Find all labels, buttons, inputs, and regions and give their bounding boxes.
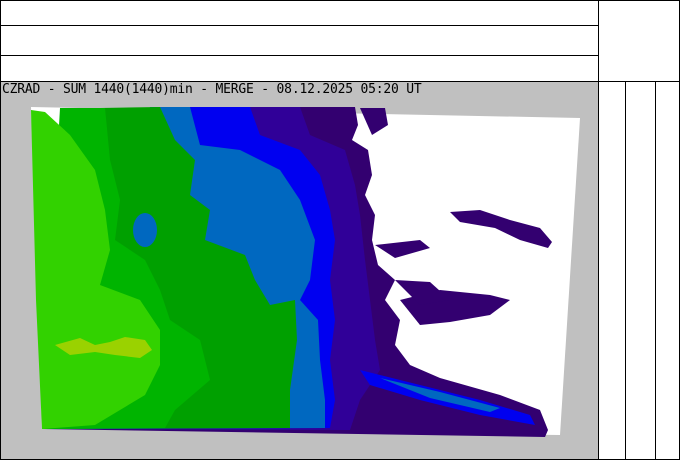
header-row-1 [1, 1, 598, 25]
precip-blob-1 [450, 210, 552, 248]
precip-blob-5 [360, 108, 388, 135]
border-top [0, 0, 680, 1]
header-row-2 [1, 26, 598, 55]
divider-h2 [0, 55, 598, 56]
border-left [0, 0, 1, 460]
precip-blob-4 [395, 280, 450, 305]
divider-v3 [655, 81, 656, 460]
map-title: CZRAD - SUM 1440(1440)min - MERGE - 08.1… [2, 82, 422, 97]
precip-blob-3 [375, 240, 430, 258]
divider-h1 [0, 25, 598, 26]
precip-teal-patch [133, 213, 157, 247]
header-row-3 [1, 56, 598, 81]
precip-streak-core [380, 378, 500, 412]
radar-map[interactable]: CZRAD - SUM 1440(1440)min - MERGE - 08.1… [1, 82, 598, 460]
precip-yellow-green [55, 337, 152, 358]
divider-v1 [598, 0, 599, 460]
divider-h3 [0, 81, 680, 82]
divider-v2 [625, 81, 626, 460]
legend-column-1 [599, 82, 625, 460]
precipitation-map [31, 107, 580, 437]
legend-column-3 [656, 82, 679, 460]
top-right-panel [599, 1, 679, 81]
legend-column-2 [626, 82, 655, 460]
